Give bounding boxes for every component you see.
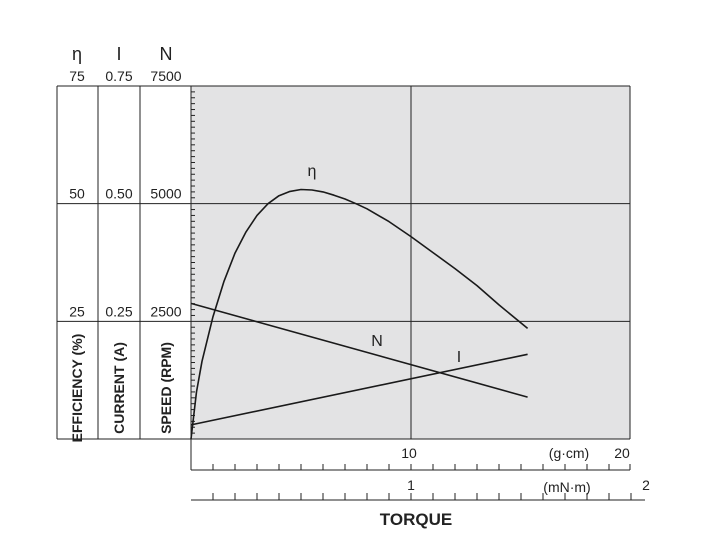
- series-I-curve: [190, 353, 528, 426]
- series-N-label: N: [371, 333, 383, 350]
- y-tick-label: 0.50: [105, 186, 132, 202]
- efficiency-column: [57, 86, 98, 439]
- axis-symbol-1: η: [72, 44, 82, 64]
- x-gcm-unit: (g·cm): [549, 445, 589, 461]
- y-tick-label: 50: [69, 186, 85, 202]
- grid-lines: [57, 86, 630, 439]
- current-column: [98, 86, 140, 439]
- y-axis-label-1: EFFICIENCY (%): [69, 334, 85, 443]
- series-I-label: I: [457, 349, 461, 366]
- y-tick-label: 0.75: [105, 68, 132, 84]
- x-axis-title: TORQUE: [380, 510, 452, 529]
- series-N-curve: [190, 302, 528, 398]
- curves: [190, 188, 529, 440]
- series-η-curve: [190, 188, 529, 440]
- x-mnm-unit: (mN·m): [543, 479, 590, 495]
- x-axes: [190, 439, 645, 501]
- speed-column: [140, 86, 191, 439]
- y-tick-label: 75: [69, 68, 85, 84]
- x-mnm-tick-label: 1: [407, 477, 415, 493]
- y-axis-label-3: SPEED (RPM): [158, 342, 174, 434]
- labels: η 25 50 75 EFFICIENCY (%) I 0.25 0.50 0.75 CURREN…: [69, 44, 650, 529]
- y-tick-label: 0.25: [105, 303, 132, 319]
- x-gcm-tick-label: 10: [401, 445, 417, 461]
- x-gcm-tick-label: 20: [614, 445, 630, 461]
- y-tick-label: 5000: [150, 186, 181, 202]
- axis-symbol-3: N: [160, 44, 173, 64]
- x-mnm-tick-label: 2: [642, 477, 650, 493]
- series-η-label: η: [308, 163, 317, 180]
- y-tick-label: 25: [69, 303, 85, 319]
- y-tick-label: 2500: [150, 303, 181, 319]
- y-axis-label-2: CURRENT (A): [111, 342, 127, 434]
- y-tick-label: 7500: [150, 68, 181, 84]
- axis-symbol-2: I: [116, 44, 121, 64]
